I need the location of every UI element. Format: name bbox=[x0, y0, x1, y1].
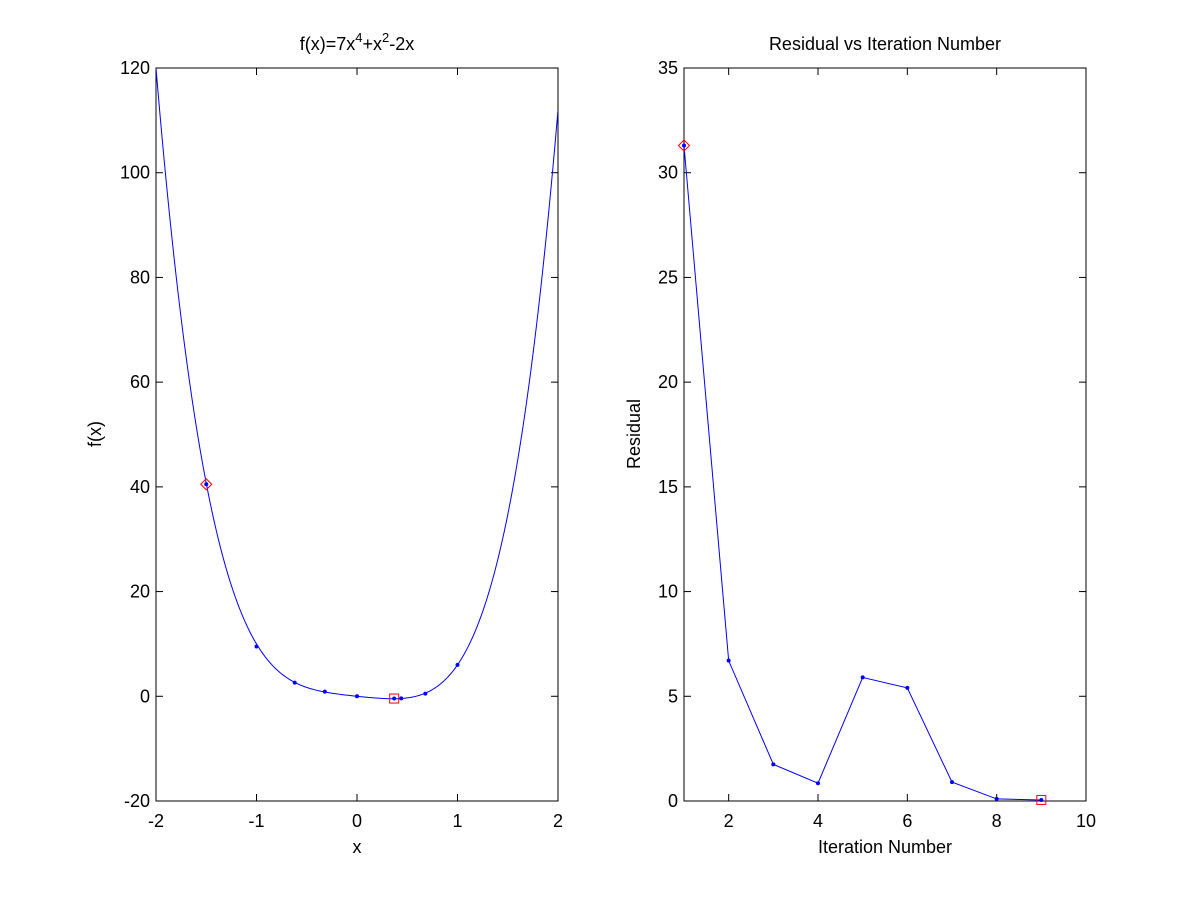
right-plot-title: Residual vs Iteration Number bbox=[769, 34, 1001, 54]
right-xtick-label: 2 bbox=[724, 811, 734, 831]
start-marker-diamond bbox=[200, 478, 213, 491]
data-point bbox=[355, 694, 359, 699]
data-point bbox=[423, 691, 428, 696]
data-point bbox=[994, 796, 999, 801]
left-ytick-label: -20 bbox=[124, 791, 150, 811]
left-plot-xlabel: x bbox=[353, 837, 362, 857]
right-plot-panel: Residual vs Iteration Number Iteration N… bbox=[624, 34, 1096, 857]
left-plot-axes-box bbox=[155, 67, 559, 802]
left-ytick-label: 40 bbox=[130, 477, 150, 497]
start-marker-diamond bbox=[677, 139, 691, 152]
left-ytick-label: 120 bbox=[120, 58, 150, 78]
data-point bbox=[392, 696, 397, 701]
data-point bbox=[292, 680, 297, 685]
right-ytick-label: 15 bbox=[658, 477, 678, 497]
left-ytick-label: 80 bbox=[130, 267, 150, 287]
left-ytick-label: 20 bbox=[130, 582, 150, 602]
data-point bbox=[399, 696, 404, 701]
left-ytick-label: 100 bbox=[120, 163, 150, 183]
left-xtick-label: -2 bbox=[148, 811, 164, 831]
left-xtick-label: 0 bbox=[352, 811, 362, 831]
data-point bbox=[682, 143, 686, 148]
right-ytick-label: 5 bbox=[668, 686, 678, 706]
left-plot-ticks: -2 -1 0 1 2 -20 0 20 40 60 80 100 120 bbox=[120, 58, 563, 831]
data-point bbox=[1039, 797, 1044, 802]
left-xtick-label: -1 bbox=[248, 811, 264, 831]
right-xtick-label: 8 bbox=[992, 811, 1002, 831]
end-marker-square bbox=[389, 693, 400, 704]
data-point bbox=[950, 780, 954, 785]
left-plot-panel: f(x)=7x4+x2-2x x f(x) -2 -1 0 1 2 -20 0 20 40 60 8… bbox=[85, 30, 563, 857]
right-plot-ylabel: Residual bbox=[624, 399, 644, 469]
left-plot-title: f(x)=7x4+x2-2x bbox=[300, 30, 415, 54]
right-ytick-label: 35 bbox=[658, 58, 678, 78]
right-xtick-label: 6 bbox=[902, 811, 912, 831]
left-plot-ylabel: f(x) bbox=[85, 421, 105, 447]
left-xtick-label: 1 bbox=[452, 811, 462, 831]
right-xtick-label: 4 bbox=[813, 811, 823, 831]
right-plot-data bbox=[677, 139, 1047, 805]
left-ytick-label: 60 bbox=[130, 372, 150, 392]
right-ytick-label: 20 bbox=[658, 372, 678, 392]
left-xtick-label: 2 bbox=[553, 811, 563, 831]
right-ytick-label: 25 bbox=[658, 267, 678, 287]
left-ytick-label: 0 bbox=[140, 686, 150, 706]
data-point bbox=[455, 662, 460, 667]
right-xtick-label: 10 bbox=[1076, 811, 1096, 831]
right-plot-ticks: 2 4 6 8 10 0 5 10 15 20 25 30 35 bbox=[658, 58, 1096, 831]
data-point bbox=[816, 781, 820, 786]
data-point bbox=[771, 762, 776, 767]
right-plot-axes-box bbox=[683, 67, 1087, 802]
right-plot-xlabel: Iteration Number bbox=[818, 837, 952, 857]
data-point bbox=[322, 689, 327, 694]
data-point bbox=[726, 658, 731, 663]
right-ytick-label: 0 bbox=[668, 791, 678, 811]
data-point bbox=[254, 644, 259, 649]
data-point bbox=[905, 685, 910, 690]
data-point bbox=[860, 675, 865, 680]
data-point bbox=[204, 482, 209, 487]
right-ytick-label: 10 bbox=[658, 582, 678, 602]
right-ytick-label: 30 bbox=[658, 163, 678, 183]
left-plot-data bbox=[156, 68, 558, 704]
end-marker-square bbox=[1036, 794, 1047, 805]
